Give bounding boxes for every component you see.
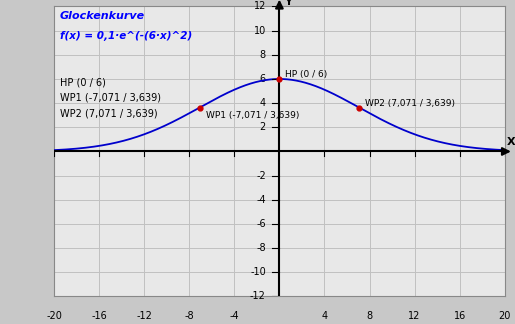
Text: WP2 (7,071 / 3,639): WP2 (7,071 / 3,639) bbox=[60, 109, 158, 119]
Text: 8: 8 bbox=[260, 50, 266, 60]
Text: -16: -16 bbox=[91, 311, 107, 321]
Text: -8: -8 bbox=[256, 243, 266, 253]
Text: 6: 6 bbox=[260, 74, 266, 84]
Text: -4: -4 bbox=[230, 311, 239, 321]
Text: WP1 (-7,071 / 3,639): WP1 (-7,071 / 3,639) bbox=[206, 111, 300, 121]
Text: X: X bbox=[507, 137, 515, 147]
Text: 8: 8 bbox=[367, 311, 372, 321]
Text: 2: 2 bbox=[260, 122, 266, 132]
Text: -8: -8 bbox=[184, 311, 194, 321]
Text: -6: -6 bbox=[256, 219, 266, 229]
Text: 12: 12 bbox=[408, 311, 421, 321]
Text: -2: -2 bbox=[256, 171, 266, 181]
Text: WP2 (7,071 / 3,639): WP2 (7,071 / 3,639) bbox=[365, 99, 455, 108]
Text: HP (0 / 6): HP (0 / 6) bbox=[60, 77, 106, 87]
Text: 12: 12 bbox=[253, 2, 266, 11]
Text: -10: -10 bbox=[250, 267, 266, 277]
Text: -12: -12 bbox=[250, 292, 266, 301]
Text: Y: Y bbox=[284, 0, 292, 7]
Text: 4: 4 bbox=[321, 311, 328, 321]
Text: -4: -4 bbox=[256, 195, 266, 205]
Text: -12: -12 bbox=[136, 311, 152, 321]
Text: 20: 20 bbox=[499, 311, 511, 321]
Text: Glockenkurve: Glockenkurve bbox=[60, 11, 145, 20]
Text: -20: -20 bbox=[46, 311, 62, 321]
Text: 16: 16 bbox=[454, 311, 466, 321]
Text: 4: 4 bbox=[260, 98, 266, 108]
Text: f(x) = 0,1·e^(-(6·x)^2): f(x) = 0,1·e^(-(6·x)^2) bbox=[60, 31, 192, 41]
Text: HP (0 / 6): HP (0 / 6) bbox=[285, 70, 327, 79]
Text: WP1 (-7,071 / 3,639): WP1 (-7,071 / 3,639) bbox=[60, 93, 161, 103]
Text: 10: 10 bbox=[253, 26, 266, 36]
